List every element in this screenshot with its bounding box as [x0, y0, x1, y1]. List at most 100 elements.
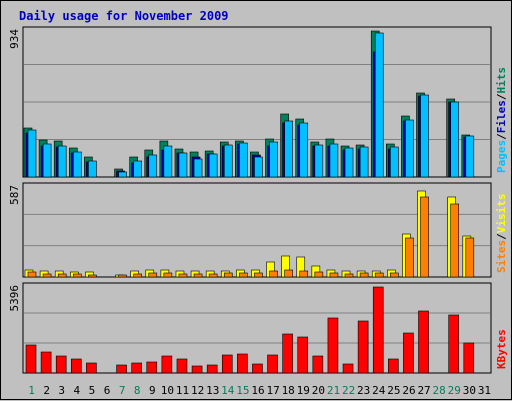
day-label-21: 21: [327, 384, 340, 397]
bar-sites-day-15: [239, 272, 248, 278]
bar-kbytes-day-29: [448, 314, 460, 374]
bar-kbytes-day-27: [418, 310, 429, 374]
day-label-4: 4: [74, 384, 81, 397]
bar-pages-day-9: [148, 154, 158, 178]
day-label-3: 3: [58, 384, 65, 397]
bar-pages-day-25: [390, 146, 399, 178]
bar-kbytes-day-12: [191, 365, 203, 374]
x-axis-day-labels: 1 2 3 4 5 6 7 8 9 10 11 12 13 14 15 16 17 18 19 20 21 22 23 24 2…: [28, 384, 491, 397]
bar-kbytes-day-16: [252, 363, 263, 374]
bar-kbytes-day-8: [131, 362, 142, 374]
bar-sites-day-16: [254, 272, 263, 278]
bar-pages-day-18: [284, 120, 293, 178]
bar-kbytes-day-4: [70, 358, 82, 374]
bar-pages-day-1: [27, 129, 37, 178]
bar-sites-day-26: [405, 237, 414, 278]
bar-sites-day-18: [284, 269, 293, 278]
bar-pages-day-23: [359, 146, 369, 178]
bar-sites-day-3: [57, 273, 67, 278]
bar-kbytes-day-19: [297, 336, 309, 374]
bar-kbytes-day-17: [267, 354, 278, 374]
bar-kbytes-day-15: [237, 353, 248, 374]
bar-kbytes-day-5: [86, 362, 97, 374]
bar-sites-day-12: [193, 273, 203, 278]
day-label-26: 26: [402, 384, 415, 397]
day-label-25: 25: [387, 384, 400, 397]
legend-entry: /: [495, 133, 508, 140]
bar-kbytes-day-2: [40, 351, 52, 374]
bar-kbytes-day-11: [176, 358, 188, 374]
bar-sites-day-14: [223, 272, 233, 278]
bar-kbytes-day-1: [25, 344, 37, 374]
bar-sites-day-11: [178, 273, 188, 278]
bar-kbytes-day-26: [403, 332, 414, 374]
legend-entry: Files: [495, 100, 508, 133]
day-label-24: 24: [372, 384, 386, 397]
day-label-18: 18: [282, 384, 295, 397]
bar-sites-day-9: [148, 272, 158, 278]
bar-sites-day-24: [374, 272, 384, 278]
day-label-30: 30: [463, 384, 476, 397]
bar-pages-day-26: [405, 119, 414, 178]
legend-entry: /: [495, 233, 508, 240]
bar-kbytes-day-10: [161, 355, 173, 374]
bar-sites-day-30: [465, 237, 475, 278]
bar-sites-day-22: [344, 273, 354, 278]
bar-sites-day-2: [42, 273, 52, 278]
bar-sites-day-27: [420, 196, 429, 278]
bar-sites-day-5: [88, 274, 97, 278]
bar-sites-day-13: [208, 273, 218, 278]
bar-pages-day-4: [72, 151, 82, 178]
day-label-1: 1: [28, 384, 35, 397]
bar-sites-day-17: [269, 270, 278, 278]
bar-pages-day-7: [118, 171, 127, 178]
day-label-13: 13: [206, 384, 219, 397]
bar-sites-day-7: [118, 274, 127, 278]
legend-entry: Visits: [495, 194, 508, 234]
day-label-15: 15: [236, 384, 249, 397]
day-label-28: 28: [433, 384, 446, 397]
bar-kbytes-day-24: [372, 286, 384, 374]
legend-entry: Sites: [495, 240, 508, 273]
bar-sites-day-1: [27, 271, 37, 278]
bar-pages-day-15: [239, 142, 248, 178]
day-label-12: 12: [191, 384, 204, 397]
legend-kbytes: KBytes: [495, 329, 508, 369]
bar-pages-day-3: [57, 145, 67, 178]
day-label-9: 9: [149, 384, 156, 397]
legend-hits_files_pages: Pages/Files/Hits: [495, 67, 508, 173]
day-label-10: 10: [161, 384, 174, 397]
bar-pages-day-27: [420, 94, 429, 178]
bar-pages-day-16: [254, 156, 263, 178]
bar-pages-day-30: [465, 135, 475, 178]
day-label-11: 11: [176, 384, 189, 397]
day-label-7: 7: [119, 384, 126, 397]
bar-pages-day-8: [133, 160, 142, 178]
bar-sites-day-8: [133, 273, 142, 278]
legend-entry: Pages: [495, 140, 508, 173]
day-label-27: 27: [417, 384, 430, 397]
legend-entry: Hits: [495, 67, 508, 94]
bar-kbytes-day-22: [342, 363, 354, 374]
day-label-6: 6: [104, 384, 111, 397]
day-label-14: 14: [221, 384, 235, 397]
day-label-2: 2: [43, 384, 50, 397]
day-label-31: 31: [478, 384, 491, 397]
bar-pages-day-10: [163, 145, 173, 178]
bar-pages-day-22: [344, 147, 354, 178]
legend-entry: /: [495, 93, 508, 100]
day-label-29: 29: [448, 384, 461, 397]
bar-sites-day-25: [390, 272, 399, 278]
bar-sites-day-21: [329, 272, 339, 278]
bar-sites-day-29: [450, 203, 460, 278]
day-label-17: 17: [266, 384, 279, 397]
bar-kbytes-day-13: [206, 364, 218, 374]
bar-pages-day-11: [178, 152, 188, 178]
bar-kbytes-day-18: [282, 333, 293, 374]
day-label-20: 20: [312, 384, 325, 397]
bar-sites-day-23: [359, 272, 369, 278]
bar-pages-day-20: [314, 144, 324, 178]
bar-pages-day-21: [329, 143, 339, 178]
bar-kbytes-day-14: [221, 354, 233, 374]
